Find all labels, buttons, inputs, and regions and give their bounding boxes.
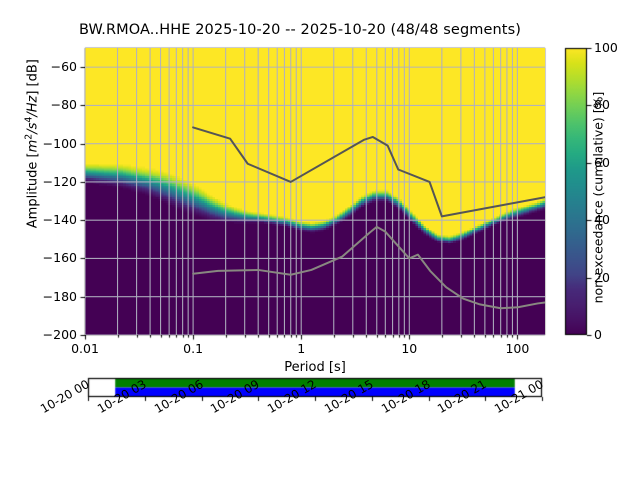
timeline-tick-label: 10-20 18 [378,377,433,417]
x-tick-label: 100 [505,341,530,356]
y-tick-label: −200 [42,327,77,342]
timeline-tick-label: 10-20 21 [435,377,489,417]
colorbar-tick-label: 80 [594,97,610,113]
y-tick-label: −80 [50,97,77,113]
timeline-tick-label: 10-20 09 [208,377,262,417]
colorbar-tick-label: 40 [594,212,610,228]
ppsd-plot-area [85,48,545,335]
x-tick-label: 1 [297,341,306,356]
y-tick-label: −100 [42,135,77,151]
y-tick-label: −160 [42,250,77,266]
x-tick-label: 10 [401,341,418,356]
y-tick-label: −120 [42,173,77,189]
timeline-tick-label: 10-20 12 [265,377,319,417]
timeline-tick-label: 10-20 06 [151,377,206,417]
timeline-tick-label: 10-20 00 [38,377,92,417]
y-tick-label: −180 [42,288,77,304]
x-tick-label: 0.1 [183,341,204,356]
colorbar-tick-label: 0 [594,327,602,342]
x-tick-label: 0.01 [71,341,99,356]
timeline-tick-label: 10-20 15 [321,377,376,417]
colorbar-tick-label: 20 [594,269,610,285]
figure-title: BW.RMOA..HHE 2025-10-20 -- 2025-10-20 (4… [78,22,521,38]
x-axis-label: Period [s] [284,360,346,375]
colorbar-label: non-exceedance (cumulative) [%] [590,91,606,304]
timeline-tick-label: 10-21 00 [492,377,546,417]
y-tick-label: −140 [42,212,77,228]
colorbar-tick-label: 100 [594,40,618,55]
timeline-tick-label: 10-20 03 [94,377,149,417]
colorbar-tick-label: 60 [594,154,610,170]
y-tick-label: −60 [50,59,77,75]
ppsd-density-canvas [85,48,545,335]
